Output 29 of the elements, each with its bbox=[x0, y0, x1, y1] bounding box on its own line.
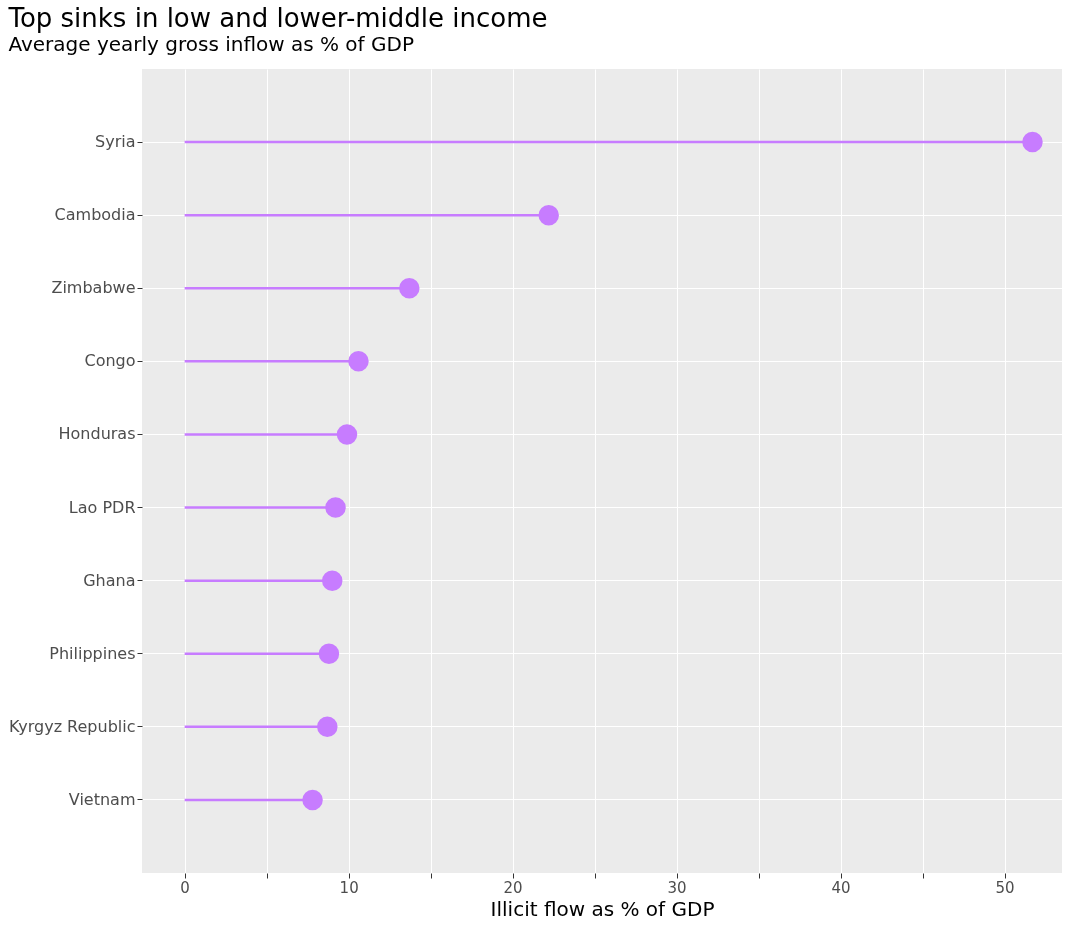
y-tick-label: Honduras bbox=[58, 424, 136, 444]
point bbox=[1022, 131, 1043, 153]
x-tick-label: 0 bbox=[180, 878, 190, 897]
x-tick-label: 10 bbox=[339, 878, 359, 897]
point bbox=[399, 278, 420, 299]
y-tick-label: Congo bbox=[84, 351, 136, 371]
y-tick-label: Lao PDR bbox=[68, 497, 136, 517]
y-tick-label: Syria bbox=[95, 132, 136, 152]
x-axis-title: Illicit flow as % of GDP bbox=[490, 896, 715, 921]
x-tick-label: 20 bbox=[503, 878, 523, 897]
y-tick-label: Zimbabwe bbox=[51, 278, 136, 298]
y-tick-label: Ghana bbox=[83, 570, 136, 590]
point bbox=[318, 643, 340, 664]
point bbox=[348, 351, 369, 372]
x-tick-label: 50 bbox=[995, 878, 1015, 897]
point bbox=[336, 424, 358, 445]
chart-title: Top sinks in low and lower-middle income bbox=[7, 3, 548, 33]
y-tick-label: Philippines bbox=[49, 643, 136, 663]
point bbox=[302, 789, 323, 811]
point bbox=[325, 497, 346, 518]
y-tick-label: Cambodia bbox=[54, 205, 136, 225]
point bbox=[538, 204, 559, 226]
point bbox=[317, 716, 338, 738]
y-tick-label: Vietnam bbox=[68, 789, 136, 809]
x-tick-label: 40 bbox=[831, 878, 851, 897]
chart-subtitle: Average yearly gross inflow as % of GDP bbox=[8, 32, 414, 56]
x-tick-label: 30 bbox=[667, 878, 687, 897]
point bbox=[321, 570, 343, 591]
y-tick-label: Kyrgyz Republic bbox=[8, 716, 136, 736]
